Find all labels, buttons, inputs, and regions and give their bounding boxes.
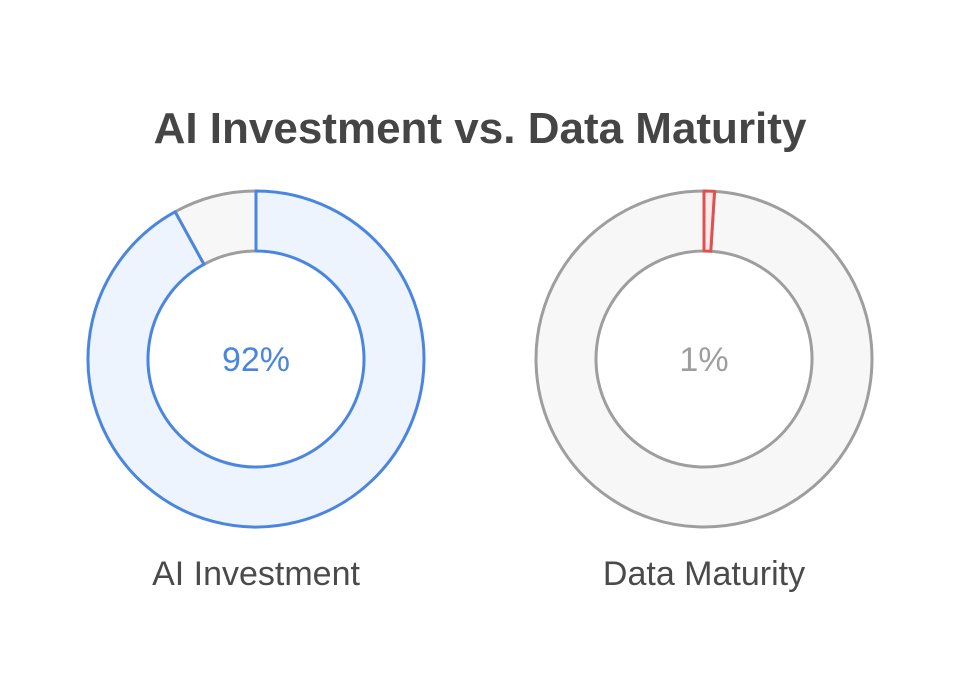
donut-remainder-segment xyxy=(534,189,874,529)
donut-data-maturity: 1% xyxy=(534,189,874,529)
caption-ai-investment: AI Investment xyxy=(152,555,360,593)
donut-ai-investment: 92% xyxy=(86,189,426,529)
donut-center-label: 92% xyxy=(222,341,290,379)
donut-value-segment xyxy=(86,189,426,529)
chart-title: AI Investment vs. Data Maturity xyxy=(153,104,807,153)
caption-data-maturity: Data Maturity xyxy=(602,555,806,593)
donut-center-label: 1% xyxy=(679,341,728,379)
donut-value-segment xyxy=(702,189,717,253)
